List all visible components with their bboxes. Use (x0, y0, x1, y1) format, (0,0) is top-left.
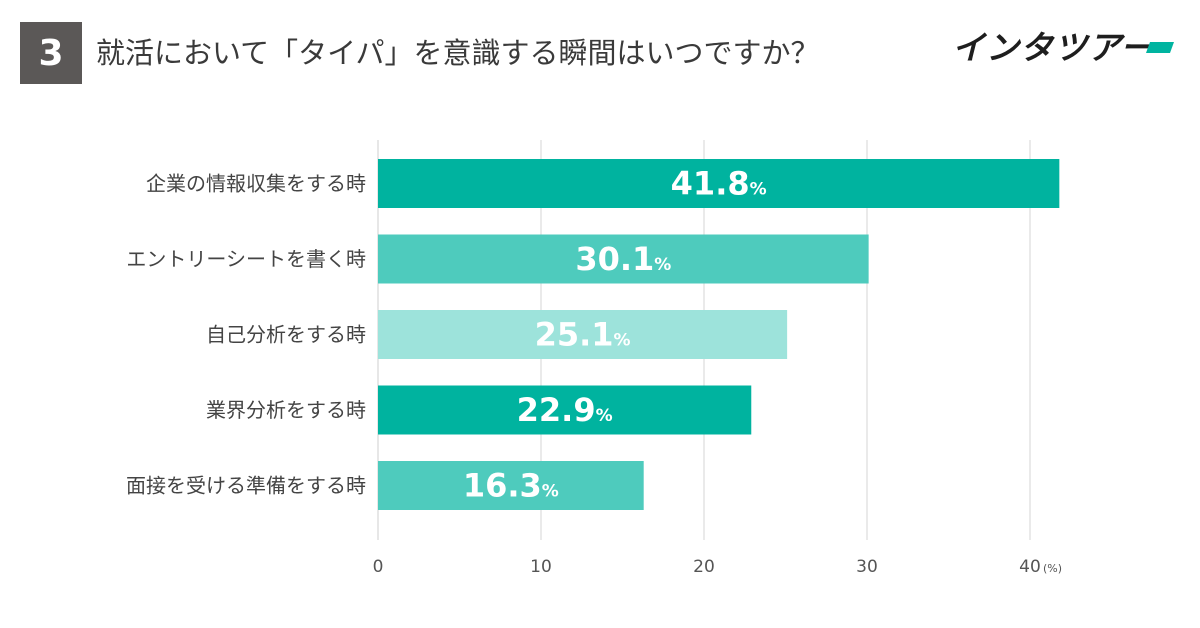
x-tick-label: 10 (530, 557, 552, 577)
bar-value-unit: % (750, 180, 767, 200)
bar-value-unit: % (596, 406, 613, 426)
page-title: 就活において「タイパ」を意識する瞬間はいつですか？ (96, 36, 820, 70)
bar-value: 16.3 (463, 467, 542, 505)
chart-x-axis: 0 10 20 30 40 (%) (373, 557, 1062, 577)
category-label: 面接を受ける準備をする時 (126, 474, 366, 498)
chart-category-labels: 企業の情報収集をする時エントリーシートを書く時自己分析をする時業界分析をする時面… (126, 172, 366, 498)
bar-value-label: 22.9% (517, 391, 613, 429)
x-tick-label: 30 (856, 557, 878, 577)
bar-value-unit: % (542, 482, 559, 502)
x-tick-label: 20 (693, 557, 715, 577)
bar-value-unit: % (654, 255, 671, 275)
bar (378, 310, 788, 359)
bar-value-label: 16.3% (463, 467, 559, 505)
x-tick-label: 0 (373, 557, 384, 577)
bar-value-unit: % (614, 331, 631, 351)
bar-value-label: 41.8% (671, 165, 767, 203)
bar-value-label: 25.1% (535, 316, 631, 354)
bar-value: 41.8 (671, 165, 750, 203)
bar (378, 234, 869, 284)
question-number-badge: 3 (20, 22, 82, 84)
category-label: エントリーシートを書く時 (126, 247, 366, 271)
bar-value-label: 30.1% (575, 240, 671, 278)
bar (378, 159, 1060, 208)
x-axis-unit-label: (%) (1043, 562, 1062, 575)
category-label: 企業の情報収集をする時 (146, 172, 366, 196)
category-label: 業界分析をする時 (206, 398, 366, 422)
bar-value: 25.1 (535, 316, 614, 354)
bar-value: 22.9 (517, 391, 596, 429)
category-label: 自己分析をする時 (206, 323, 366, 347)
bar (378, 461, 644, 510)
brand-logo: インタツアー (952, 28, 1155, 67)
bar (378, 385, 752, 435)
chart-bars: 41.8%30.1%25.1%22.9%16.3% (378, 159, 1060, 510)
x-tick-label: 40 (1019, 557, 1041, 577)
bar-value: 30.1 (575, 240, 654, 278)
